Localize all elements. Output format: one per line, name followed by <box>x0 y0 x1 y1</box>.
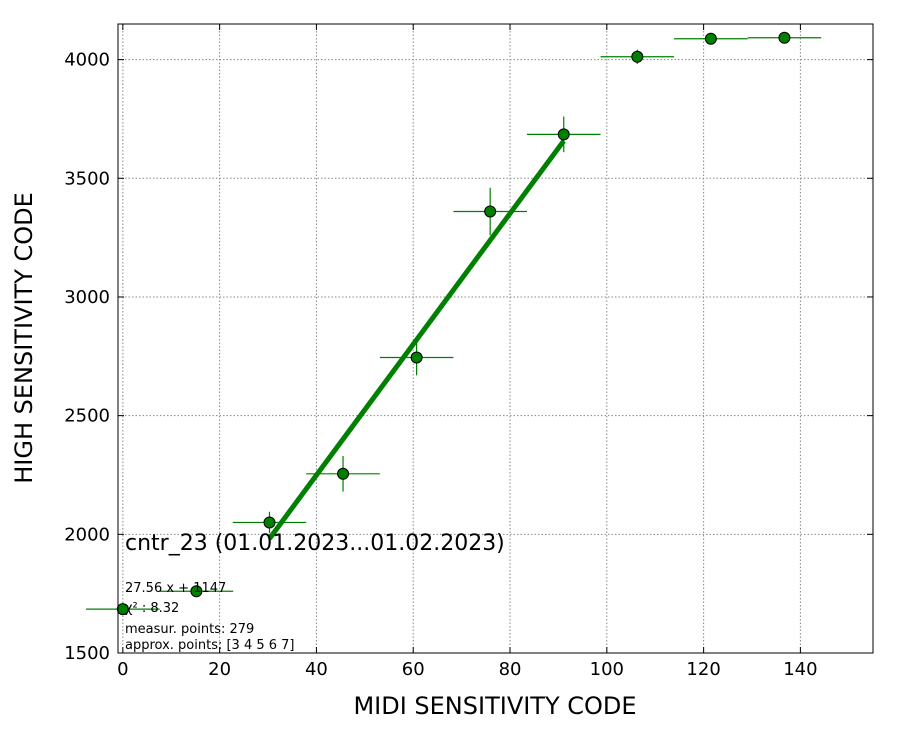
data-point <box>484 205 497 218</box>
x-tick-label: 120 <box>686 659 720 680</box>
y-tick-label: 3000 <box>64 287 110 308</box>
annotation-title: cntr_23 (01.01.2023...01.02.2023) <box>125 531 505 556</box>
grid <box>118 24 873 654</box>
annotation-measured-points: measur. points: 279 <box>125 622 254 637</box>
plot-frame <box>117 23 874 654</box>
data-point <box>263 516 276 529</box>
data-point <box>704 32 717 45</box>
x-tick-label: 60 <box>402 659 425 680</box>
annotation-chi2: χ² : 8.32 <box>125 601 179 616</box>
x-tick-label: 100 <box>590 659 624 680</box>
y-tick-label: 3500 <box>64 168 110 189</box>
x-axis-label: MIDI SENSITIVITY CODE <box>353 692 636 720</box>
y-tick-label: 1500 <box>64 643 110 664</box>
y-axis-label: HIGH SENSITIVITY CODE <box>10 192 38 484</box>
x-tick-label: 140 <box>783 659 817 680</box>
data-point <box>631 50 644 63</box>
y-tick-label: 4000 <box>64 50 110 71</box>
data-point <box>778 31 791 44</box>
data-point <box>410 351 423 364</box>
points-layer <box>116 31 791 616</box>
y-tick-label: 2500 <box>64 406 110 427</box>
errorbars-layer <box>86 35 822 610</box>
ticks-layer: 0 20 40 60 80 100 120 140 1500 2000 2500 3000 3500 40… <box>64 24 873 680</box>
data-point <box>557 128 570 141</box>
y-tick-label: 2000 <box>64 524 110 545</box>
x-tick-label: 20 <box>208 659 231 680</box>
data-point <box>116 603 129 616</box>
data-point <box>190 585 203 598</box>
x-tick-label: 0 <box>117 659 128 680</box>
x-tick-label: 40 <box>305 659 328 680</box>
x-tick-label: 80 <box>499 659 522 680</box>
annotation-equation: 27.56 x + 1147 <box>125 581 226 596</box>
annotation-approx-points: approx. points: [3 4 5 6 7] <box>125 638 295 653</box>
data-point <box>337 467 350 480</box>
